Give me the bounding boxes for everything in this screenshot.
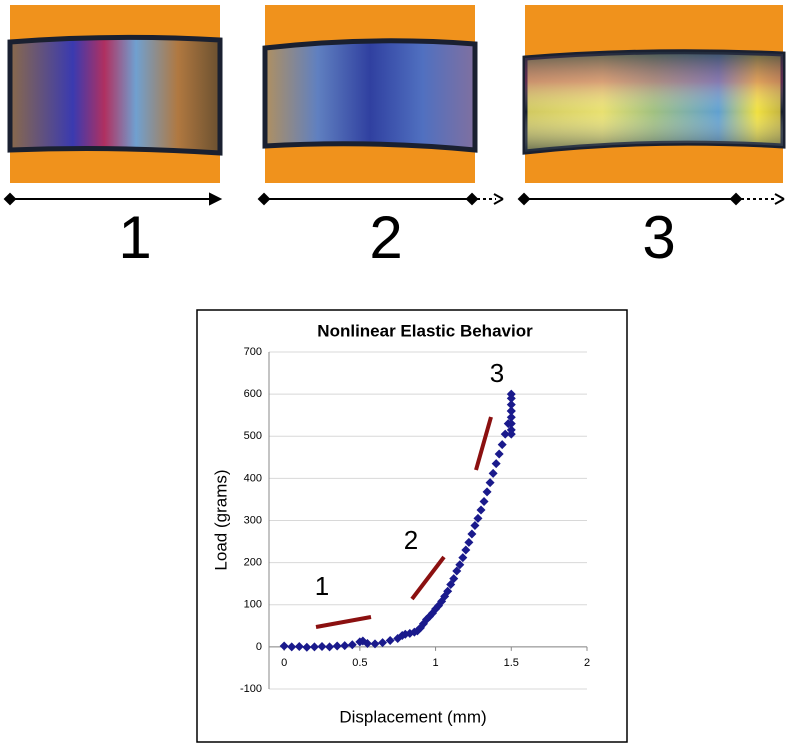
chart-title: Nonlinear Elastic Behavior: [317, 321, 533, 340]
data-point: [479, 497, 489, 507]
slope-lines: [315, 416, 493, 629]
y-tick-label: 100: [244, 599, 262, 611]
data-point: [452, 566, 462, 576]
data-point: [385, 636, 395, 646]
data-point: [506, 393, 516, 403]
photo-2: [262, 5, 478, 183]
data-point: [347, 640, 357, 650]
x-tick-label: 1: [433, 657, 439, 669]
data-point: [473, 513, 483, 523]
y-tick-label: 0: [256, 641, 262, 653]
y-tick-label: 500: [244, 430, 262, 442]
panel-label: 3: [642, 204, 675, 271]
annotation: 3: [490, 358, 504, 388]
data-point: [506, 429, 516, 439]
data-point: [494, 449, 504, 459]
data-point: [497, 440, 507, 450]
x-tick-label: 0: [281, 657, 287, 669]
data-point: [362, 639, 372, 649]
data-point: [455, 560, 465, 570]
y-tick-label: -100: [240, 683, 262, 695]
data-point: [470, 521, 480, 531]
data-point: [287, 642, 297, 652]
data-point: [370, 639, 380, 649]
y-tick-label: 300: [244, 514, 262, 526]
panel-label: 1: [118, 204, 151, 271]
data-point: [506, 400, 516, 410]
photo-3: [522, 5, 786, 183]
data-point: [500, 429, 510, 439]
data-point: [325, 642, 335, 652]
data-point: [476, 505, 486, 515]
annotation: 1: [315, 571, 329, 601]
data-point: [482, 487, 492, 497]
data-point: [332, 641, 342, 651]
y-tick-label: 400: [244, 472, 262, 484]
data-point: [317, 641, 327, 651]
photo-1: [7, 5, 223, 183]
data-point: [491, 459, 501, 469]
data-point: [302, 642, 312, 652]
data-point: [467, 529, 477, 539]
annotation: 2: [404, 525, 418, 555]
data-point: [378, 638, 388, 648]
x-tick-label: 0.5: [352, 657, 367, 669]
data-point: [309, 642, 319, 652]
data-point: [506, 406, 516, 416]
x-tick-label: 1.5: [504, 657, 519, 669]
y-tick-label: 600: [244, 388, 262, 400]
x-axis-label: Displacement (mm): [339, 707, 486, 726]
data-point: [294, 641, 304, 651]
data-point: [464, 537, 474, 547]
data-point: [461, 545, 471, 555]
x-tick-label: 2: [584, 657, 590, 669]
data-point: [458, 553, 468, 563]
arrows: [3, 192, 785, 206]
panel-label: 2: [369, 204, 402, 271]
y-axis-label: Load (grams): [211, 469, 230, 570]
data-point: [485, 478, 495, 488]
data-point: [506, 419, 516, 429]
data-point: [506, 412, 516, 422]
data-point: [488, 468, 498, 478]
data-point: [340, 641, 350, 651]
data-point: [449, 574, 459, 584]
y-tick-label: 700: [244, 346, 262, 358]
y-tick-label: 200: [244, 557, 262, 569]
data-point: [443, 586, 453, 596]
data-point: [279, 641, 289, 651]
